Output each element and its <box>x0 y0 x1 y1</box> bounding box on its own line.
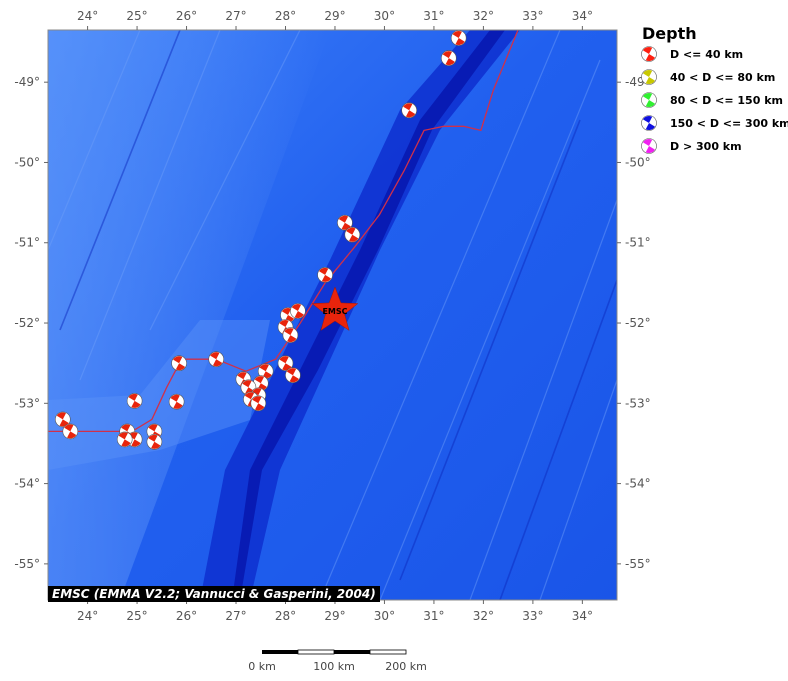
lat-tick-label-right: -51° <box>625 236 651 250</box>
lon-tick-label-bottom: 29° <box>324 609 345 623</box>
epicenter-label: EMSC <box>322 307 347 316</box>
bathymetry <box>48 30 617 600</box>
credit-label: EMSC (EMMA V2.2; Vannucci & Gasperini, 2… <box>48 586 380 602</box>
lat-tick-label-left: -50° <box>14 155 40 169</box>
lon-tick-label-top: 30° <box>374 9 395 23</box>
lon-tick-label-top: 26° <box>176 9 197 23</box>
focal-mechanism <box>317 267 333 283</box>
legend-item-label: 150 < D <= 300 km <box>670 117 788 130</box>
legend-depth-icon <box>641 115 657 131</box>
focal-mechanism <box>208 351 224 368</box>
focal-mechanism <box>401 102 418 119</box>
lon-tick-label-top: 34° <box>572 9 593 23</box>
lon-tick-label-bottom: 25° <box>126 609 147 623</box>
focal-mechanism <box>126 393 143 409</box>
legend-item-label: D <= 40 km <box>670 48 743 61</box>
lon-tick-label-top: 29° <box>324 9 345 23</box>
lon-tick-label-bottom: 32° <box>473 609 494 623</box>
focal-mechanism <box>285 367 301 384</box>
lon-tick-label-top: 33° <box>522 9 543 23</box>
lon-tick-label-top: 24° <box>77 9 98 23</box>
focal-mechanism <box>282 327 299 343</box>
lat-tick-label-left: -55° <box>14 557 40 571</box>
focal-mechanism <box>450 30 467 46</box>
focal-mechanism <box>116 431 133 448</box>
scale-label-200: 200 km <box>385 660 427 673</box>
focal-mechanism <box>440 50 457 66</box>
focal-mechanism <box>62 423 79 440</box>
lon-tick-label-bottom: 34° <box>572 609 593 623</box>
epicenter-marker: EMSC <box>311 286 359 331</box>
scale-label-0: 0 km <box>248 660 276 673</box>
legend-title: Depth <box>642 24 697 43</box>
lon-tick-label-bottom: 24° <box>77 609 98 623</box>
lon-tick-label-top: 32° <box>473 9 494 23</box>
lat-tick-label-left: -52° <box>14 316 40 330</box>
focal-mechanism <box>171 355 187 372</box>
legend-depth-icon <box>641 69 657 85</box>
lon-tick-label-top: 25° <box>126 9 147 23</box>
lat-tick-label-right: -54° <box>625 477 651 491</box>
focal-mechanism <box>257 363 274 380</box>
lat-tick-label-right: -55° <box>625 557 651 571</box>
lat-tick-label-left: -53° <box>14 396 40 410</box>
focal-mechanism <box>337 214 353 231</box>
lon-tick-label-bottom: 30° <box>374 609 395 623</box>
focal-mechanism <box>250 395 267 412</box>
lon-tick-label-top: 27° <box>225 9 246 23</box>
plate-boundary <box>48 30 519 433</box>
focal-mechanism <box>168 393 185 410</box>
legend-item-label: 80 < D <= 150 km <box>670 94 783 107</box>
lat-tick-label-right: -53° <box>625 396 651 410</box>
lon-tick-label-bottom: 28° <box>275 609 296 623</box>
lon-tick-label-bottom: 33° <box>522 609 543 623</box>
lon-tick-label-top: 28° <box>275 9 296 23</box>
legend-depth-icon <box>641 138 657 154</box>
lat-tick-label-left: -49° <box>14 75 40 89</box>
legend-item-label: 40 < D <= 80 km <box>670 71 775 84</box>
legend-depth-icon <box>641 46 657 62</box>
focal-mechanism <box>277 355 294 372</box>
focal-mechanisms <box>54 30 467 450</box>
focal-mechanism <box>290 303 306 319</box>
lon-tick-label-bottom: 27° <box>225 609 246 623</box>
legend-item-label: D > 300 km <box>670 140 742 153</box>
focal-mechanism <box>146 433 163 450</box>
focal-mechanism <box>344 226 361 243</box>
lat-tick-label-left: -54° <box>14 477 40 491</box>
lon-tick-label-bottom: 31° <box>423 609 444 623</box>
lat-tick-label-right: -52° <box>625 316 651 330</box>
axis-ticks: 24° 24° 25° 25° 26° 26° 27° 27° 28° 28° 29° 29° 30° 3… <box>14 9 650 623</box>
scale-bar: 0 km 100 km 200 km <box>248 649 427 673</box>
lon-tick-label-top: 31° <box>423 9 444 23</box>
depth-legend: Depth D <= 40 km 40 < D <= 80 km 80 < D <=… <box>641 24 788 154</box>
scale-label-100: 100 km <box>313 660 355 673</box>
lat-tick-label-left: -51° <box>14 236 40 250</box>
lat-tick-label-right: -50° <box>625 155 651 169</box>
legend-depth-icon <box>641 92 657 108</box>
lon-tick-label-bottom: 26° <box>176 609 197 623</box>
